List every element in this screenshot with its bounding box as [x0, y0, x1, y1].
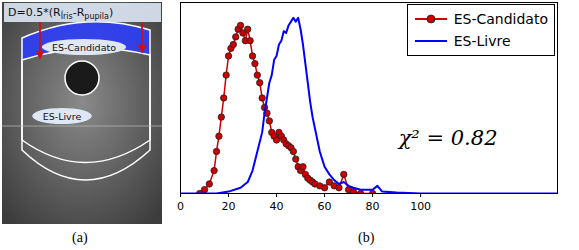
svg-text:χ² = 0.82: χ² = 0.82 — [397, 126, 498, 150]
svg-text:0: 0 — [177, 200, 184, 213]
svg-text:60: 60 — [318, 200, 332, 213]
svg-text:20: 20 — [222, 200, 236, 213]
html-text:(b): (b) — [358, 230, 375, 245]
svg-text:100: 100 — [410, 200, 431, 213]
svg-text:80: 80 — [366, 200, 380, 213]
html-text:ES-Livre: ES-Livre — [453, 33, 511, 49]
html-text:(a): (a) — [72, 230, 88, 245]
svg-text:ES-Candidato: ES-Candidato — [52, 42, 116, 53]
svg-text:40: 40 — [270, 200, 284, 213]
svg-text:ES-Livre: ES-Livre — [43, 111, 82, 122]
svg-text:D=0.5*(RÍris-Rpupila): D=0.5*(RÍris-Rpupila) — [8, 6, 113, 21]
html-text:ES-Candidato: ES-Candidato — [453, 11, 548, 27]
